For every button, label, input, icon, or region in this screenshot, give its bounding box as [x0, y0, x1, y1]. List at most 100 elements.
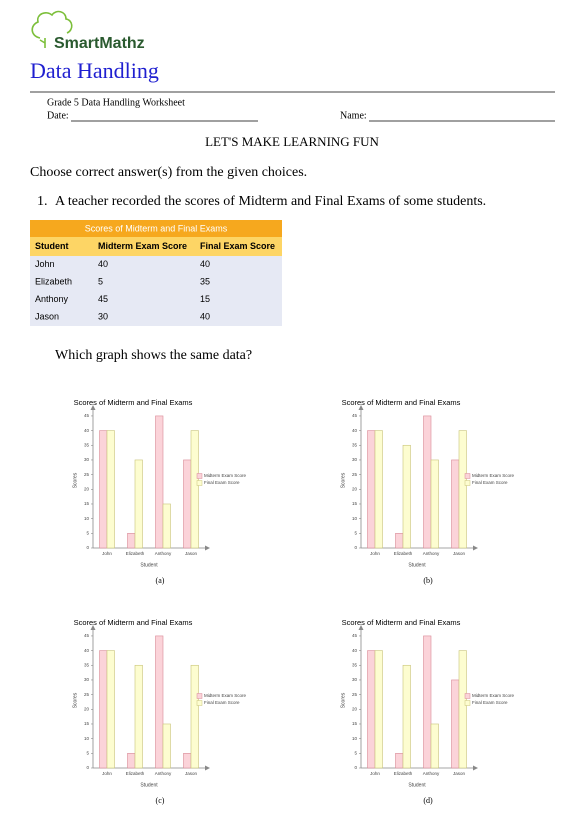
option-label: (c) [156, 796, 165, 805]
bar [367, 430, 376, 549]
y-tick-label: 25 [352, 692, 358, 697]
y-axis-label: Scores [72, 692, 78, 708]
x-tick-label: Anthony [423, 771, 440, 776]
tagline: LET'S MAKE LEARNING FUN [205, 134, 379, 149]
bar [106, 430, 115, 549]
y-axis-label: Scores [340, 472, 346, 488]
x-tick-label: Anthony [155, 771, 172, 776]
y-tick-label: 45 [84, 413, 90, 418]
prompt: Which graph shows the same data? [55, 348, 252, 363]
question-text: A teacher recorded the scores of Midterm… [55, 194, 486, 209]
bar [367, 650, 376, 769]
table-cell: 30 [98, 311, 108, 321]
x-tick-label: Jason [453, 771, 466, 776]
y-tick-label: 40 [352, 648, 358, 653]
bar-chart: Scores of Midterm and Final Exams 0 5 10 15 2… [72, 398, 246, 585]
legend-swatch [196, 480, 203, 486]
x-tick-label: John [102, 551, 112, 556]
chart-title: Scores of Midterm and Final Exams [342, 618, 461, 627]
y-tick-label: 30 [352, 677, 358, 682]
bar [99, 650, 108, 769]
y-tick-label: 10 [84, 736, 90, 741]
x-tick-label: Elizabeth [394, 771, 413, 776]
y-axis-arrow [90, 405, 96, 410]
bar [99, 430, 108, 549]
table: Student Midterm Exam Score Final Exam Scor… [35, 241, 275, 322]
bar [162, 723, 171, 769]
table-cell: 5 [98, 276, 103, 286]
x-tick-label: Elizabeth [394, 551, 413, 556]
y-axis-label: Scores [72, 472, 78, 488]
bar [451, 459, 460, 549]
y-tick-label: 5 [86, 531, 89, 536]
bar [402, 444, 411, 549]
x-axis-label: Student [408, 782, 426, 788]
bar [395, 753, 404, 769]
legend-label: Midterm Exam Score [472, 473, 515, 478]
legend-label: Final Exam Score [204, 700, 240, 705]
bar [395, 533, 404, 549]
x-tick-label: Anthony [155, 551, 172, 556]
y-tick-label: 15 [352, 721, 358, 726]
bar [190, 430, 199, 549]
bar [423, 635, 432, 769]
y-tick-label: 30 [84, 457, 90, 462]
x-tick-label: Jason [185, 771, 198, 776]
y-tick-label: 0 [354, 765, 357, 770]
y-tick-label: 0 [86, 545, 89, 550]
y-axis-arrow [358, 405, 364, 410]
table-title-bg [30, 220, 282, 237]
logo-tree [31, 10, 73, 39]
legend-label: Midterm Exam Score [204, 693, 247, 698]
table-cell: Elizabeth [35, 276, 72, 286]
y-tick-label: 10 [352, 516, 358, 521]
y-tick-label: 15 [84, 721, 90, 726]
brand: SmartMathz [54, 35, 145, 52]
y-tick-label: 10 [352, 736, 358, 741]
y-tick-label: 25 [84, 472, 90, 477]
subtitle: Grade 5 Data Handling Worksheet [47, 97, 185, 108]
bar [458, 650, 467, 769]
table-cell: Jason [35, 311, 59, 321]
legend-label: Final Exam Score [472, 700, 508, 705]
legend-swatch [464, 473, 471, 479]
instruction: Choose correct answer(s) from the given … [30, 165, 307, 180]
bar-chart: Scores of Midterm and Final Exams 0 5 10 15 2… [340, 618, 514, 805]
name-label: Name: [340, 110, 367, 121]
bar [183, 459, 192, 549]
chart-title: Scores of Midterm and Final Exams [74, 398, 193, 407]
bar-chart: Scores of Midterm and Final Exams 0 5 10 15 2… [72, 618, 246, 805]
y-tick-label: 5 [354, 531, 357, 536]
y-tick-label: 25 [352, 472, 358, 477]
y-tick-label: 40 [84, 648, 90, 653]
x-tick-label: John [370, 551, 380, 556]
legend-swatch [196, 473, 203, 479]
x-axis-label: Student [408, 562, 426, 568]
x-tick-label: Jason [453, 551, 466, 556]
x-tick-label: John [102, 771, 112, 776]
bar [134, 664, 143, 769]
legend-swatch [196, 693, 203, 699]
bar [451, 679, 460, 769]
y-tick-label: 40 [352, 428, 358, 433]
y-tick-label: 20 [352, 706, 358, 711]
legend-label: Midterm Exam Score [204, 473, 247, 478]
table-header-cell: Final Exam Score [200, 241, 275, 251]
legend-swatch [464, 700, 471, 706]
y-tick-label: 30 [84, 677, 90, 682]
bar [162, 503, 171, 549]
x-axis-arrow [205, 545, 210, 551]
y-axis-arrow [358, 625, 364, 630]
bar [430, 459, 439, 549]
legend-label: Final Exam Score [472, 480, 508, 485]
y-tick-label: 10 [84, 516, 90, 521]
y-tick-label: 35 [84, 442, 90, 447]
legend-label: Final Exam Score [204, 480, 240, 485]
x-tick-label: Jason [185, 551, 198, 556]
bar [430, 723, 439, 769]
x-axis-label: Student [140, 782, 158, 788]
y-tick-label: 35 [352, 662, 358, 667]
y-axis-label: Scores [340, 692, 346, 708]
bar [190, 664, 199, 769]
